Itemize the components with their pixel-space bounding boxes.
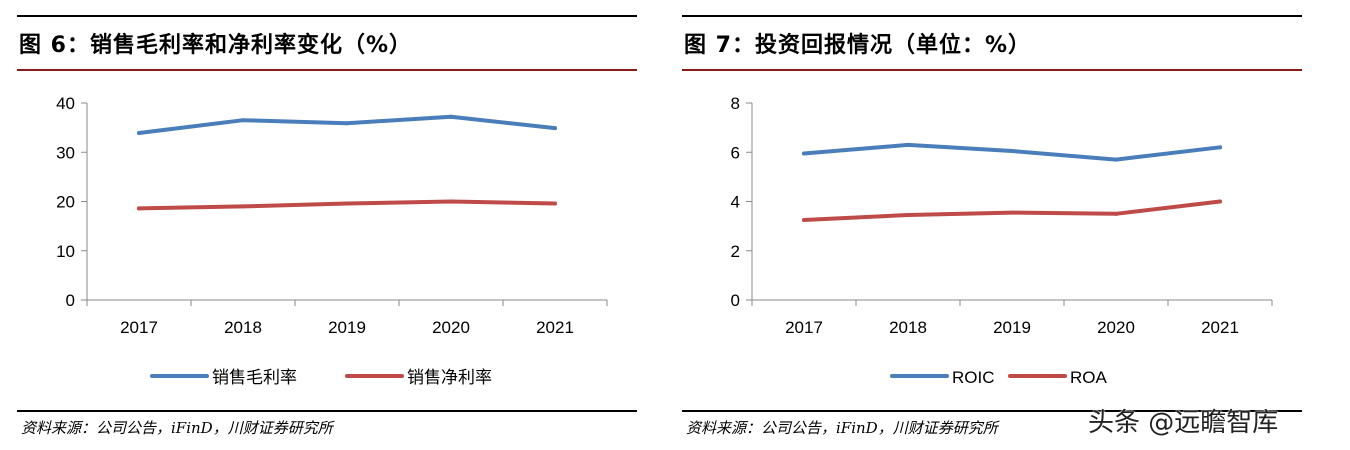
data-point <box>1114 157 1118 162</box>
source-note: 资料来源：公司公告，iFinD，川财证券研究所 <box>686 419 998 437</box>
x-tick-label: 2017 <box>785 318 823 337</box>
source-note: 资料来源：公司公告，iFinD，川财证券研究所 <box>21 419 333 437</box>
title-rule <box>682 69 1302 71</box>
y-tick-label: 0 <box>66 291 75 310</box>
data-point <box>553 126 557 131</box>
data-point <box>1218 199 1222 204</box>
x-tick-label: 2018 <box>889 318 927 337</box>
title-rule <box>17 69 637 71</box>
figure-panel-7: 图 7：投资回报情况（单位：%） 0 2 4 6 8 2017 2018 2019 2020 20… <box>682 0 1302 450</box>
y-tick-label: 8 <box>731 94 740 113</box>
x-tick-label: 2019 <box>328 318 366 337</box>
y-tick-label: 4 <box>731 193 740 212</box>
data-point <box>1010 149 1014 154</box>
legend-label: ROA <box>1070 368 1108 387</box>
top-rule <box>17 15 637 17</box>
data-point <box>802 217 806 222</box>
x-tick-label: 2020 <box>432 318 470 337</box>
y-tick-label: 30 <box>56 143 75 162</box>
x-tick-label: 2019 <box>993 318 1031 337</box>
watermark: 头条 @远瞻智库 <box>1088 408 1279 438</box>
data-point <box>241 118 245 123</box>
data-point <box>906 213 910 218</box>
data-point <box>906 142 910 147</box>
legend-label: ROIC <box>952 368 995 387</box>
y-tick-label: 20 <box>56 193 75 212</box>
bottom-rule <box>682 410 1302 412</box>
line-chart-returns: 0 2 4 6 8 2017 2018 2019 2020 2021 ROIC ROA <box>731 94 1273 387</box>
y-tick-label: 0 <box>731 291 740 310</box>
data-point <box>241 204 245 209</box>
data-point <box>449 199 453 204</box>
x-tick-label: 2018 <box>224 318 262 337</box>
y-tick-label: 2 <box>731 242 740 261</box>
data-point <box>553 201 557 206</box>
data-point <box>137 131 141 136</box>
data-point <box>1010 210 1014 215</box>
legend-label: 销售净利率 <box>407 368 492 387</box>
figure-panel-6: 图 6：销售毛利率和净利率变化（%） 0 10 20 30 40 2017 2018 2019… <box>17 0 637 450</box>
y-tick-label: 40 <box>56 94 75 113</box>
data-point <box>345 201 349 206</box>
bottom-rule <box>17 410 637 412</box>
figure-title: 图 6：销售毛利率和净利率变化（%） <box>19 33 413 58</box>
x-tick-label: 2021 <box>536 318 574 337</box>
data-point <box>449 114 453 119</box>
data-point <box>1218 145 1222 150</box>
y-tick-label: 6 <box>731 143 740 162</box>
y-tick-label: 10 <box>56 242 75 261</box>
figure-title: 图 7：投资回报情况（单位：%） <box>684 33 1032 58</box>
x-tick-label: 2020 <box>1097 318 1135 337</box>
data-point <box>802 151 806 156</box>
data-point <box>345 121 349 126</box>
data-point <box>137 206 141 211</box>
top-rule <box>682 15 1302 17</box>
x-tick-label: 2021 <box>1201 318 1239 337</box>
data-point <box>1114 211 1118 216</box>
x-tick-label: 2017 <box>120 318 158 337</box>
line-chart-margins: 0 10 20 30 40 2017 2018 2019 2020 2021 销售毛利率 销售净利率 <box>56 94 608 387</box>
legend-label: 销售毛利率 <box>212 368 297 387</box>
